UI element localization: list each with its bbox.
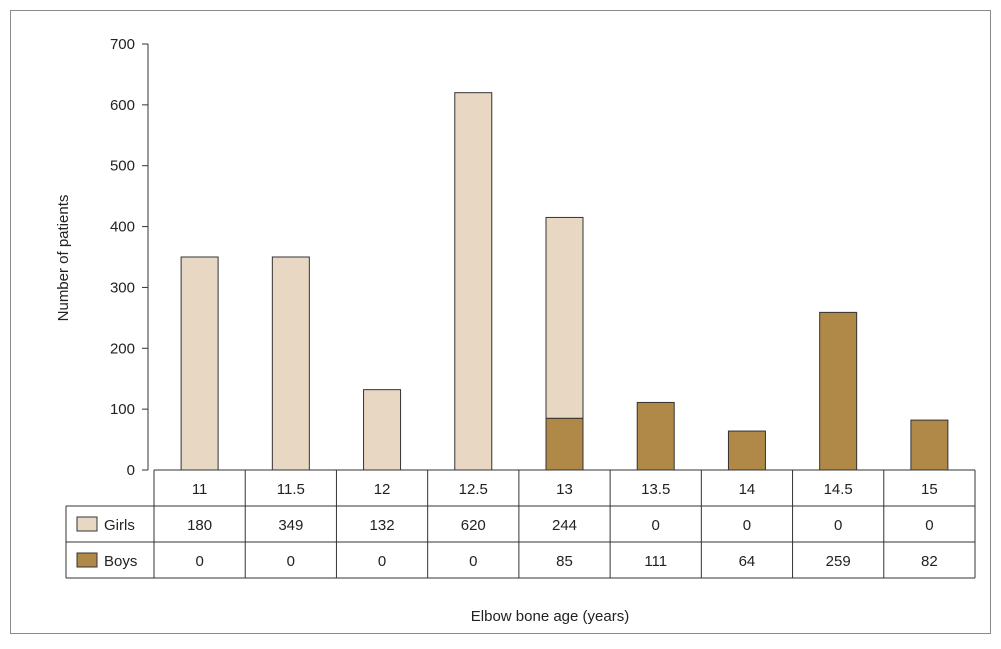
table-cell-boys: 111 [644,553,667,570]
x-tick-label: 12.5 [459,481,488,498]
table-cell-girls: 244 [552,517,577,534]
bar-boys [636,401,675,471]
y-tick-label: 100 [110,401,135,418]
x-tick-label: 14 [739,481,756,498]
x-tick-label: 14.5 [824,481,853,498]
bars [180,92,949,471]
table-cell-girls: 132 [370,517,395,534]
legend-swatch-girls [76,516,98,532]
bar-boys [910,419,949,471]
y-axis: 0 100 200 300 400 500 600 700 [110,36,149,479]
table-cell-girls: 620 [461,517,486,534]
legend-label-girls: Girls [104,517,135,534]
bar-boys [819,311,858,471]
y-axis-title: Number of patients [55,195,72,322]
bar-girls [545,216,584,419]
bar-girls [454,92,493,471]
y-tick-label: 300 [110,279,135,296]
table-cell-girls: 349 [278,517,303,534]
y-tick-label: 400 [110,219,135,236]
table-cell-girls: 180 [187,517,212,534]
y-tick-label: 700 [110,36,135,53]
table-cell-boys: 0 [469,553,477,570]
x-axis-title: Elbow bone age (years) [471,608,629,625]
x-tick-label: 12 [374,481,391,498]
table-cell-boys: 0 [378,553,386,570]
bar-girls [271,256,310,471]
x-tick-label: 15 [921,481,938,498]
y-tick-label: 500 [110,158,135,175]
x-tick-label: 13.5 [641,481,670,498]
y-tick-label: 200 [110,340,135,357]
table-cell-boys: 64 [739,553,756,570]
x-tick-label: 11.5 [277,481,305,498]
table-cell-girls: 0 [925,517,933,534]
data-table: 11 11.5 12 12.5 13 13.5 14 14.5 15 Girls 180 349 132… [65,469,976,579]
table-cell-boys: 0 [195,553,203,570]
table-cell-boys: 82 [921,553,938,570]
legend-swatch-boys [76,552,98,568]
x-tick-label: 11 [192,481,208,498]
table-cell-boys: 85 [556,553,573,570]
table-cell-girls: 0 [652,517,660,534]
y-tick-label: 0 [127,462,135,479]
x-tick-label: 13 [556,481,573,498]
bar-girls [363,389,402,471]
table-cell-girls: 0 [743,517,751,534]
legend-label-boys: Boys [104,553,137,570]
y-tick-label: 600 [110,97,135,114]
bar-boys [727,430,766,471]
table-cell-boys: 0 [287,553,295,570]
bar-girls [180,256,219,471]
table-cell-boys: 259 [826,553,851,570]
table-cell-girls: 0 [834,517,842,534]
bar-boys [545,417,584,471]
